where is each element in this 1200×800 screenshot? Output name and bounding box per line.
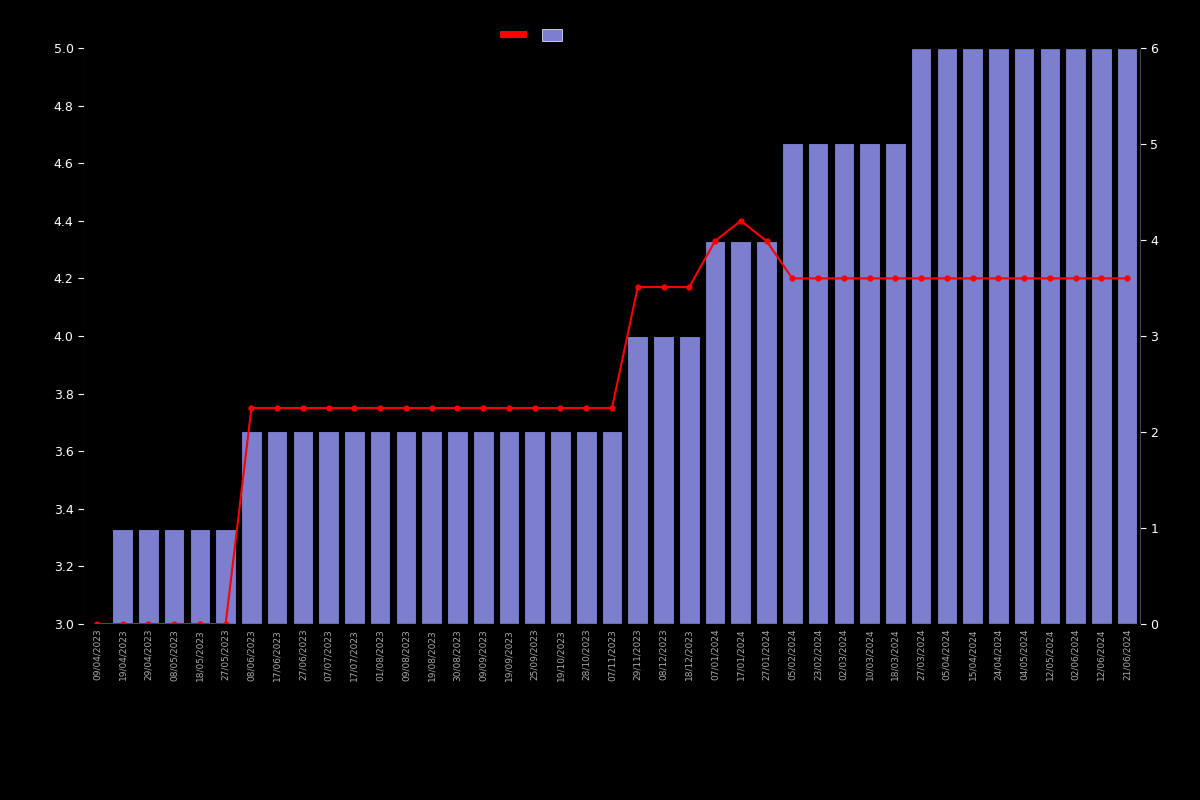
Bar [601,431,623,624]
Bar [138,529,158,624]
Bar [190,529,210,624]
Bar [113,529,133,624]
Bar [704,241,725,624]
Bar [962,48,983,624]
Bar [936,48,958,624]
Bar [396,431,416,624]
Bar [756,241,776,624]
Bar [448,431,468,624]
Bar [782,143,803,624]
Bar [653,336,674,624]
Bar [834,143,854,624]
Bar [421,431,442,624]
Bar [370,431,390,624]
Legend: , : , [497,23,580,48]
Bar [886,143,906,624]
Bar [344,431,365,624]
Bar [679,336,700,624]
Bar [499,431,520,624]
Bar [859,143,880,624]
Bar [576,431,596,624]
Bar [1039,48,1060,624]
Bar [215,529,236,624]
Bar [731,241,751,624]
Bar [1066,48,1086,624]
Bar [911,48,931,624]
Bar [524,431,545,624]
Bar [241,431,262,624]
Bar [164,529,185,624]
Bar [266,431,288,624]
Bar [1014,48,1034,624]
Bar [628,336,648,624]
Bar [293,431,313,624]
Bar [1117,48,1138,624]
Bar [550,431,571,624]
Bar [988,48,1009,624]
Bar [808,143,828,624]
Bar [473,431,493,624]
Bar [318,431,338,624]
Bar [1091,48,1111,624]
